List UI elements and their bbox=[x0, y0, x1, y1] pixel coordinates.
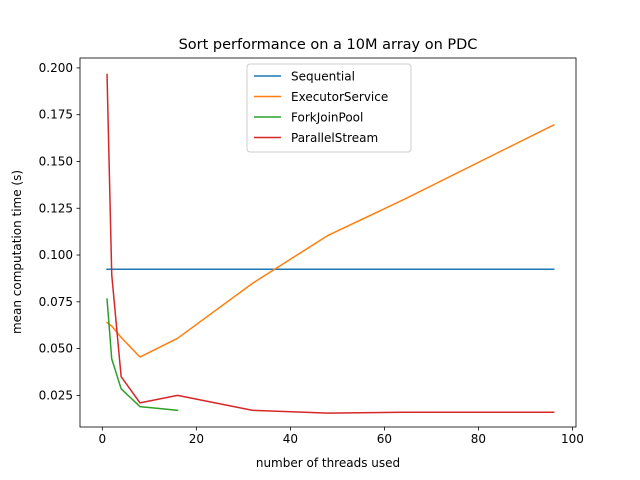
series-line-executorservice bbox=[105, 123, 555, 358]
x-axis-label: number of threads used bbox=[256, 456, 400, 470]
y-axis: 0.025 0.050 0.075 0.100 0.125 0.150 0.175 0.200 bbox=[39, 61, 80, 402]
axes-frame bbox=[79, 57, 577, 428]
legend: Sequential ExecutorService ForkJoinPool Par… bbox=[246, 63, 412, 153]
y-tick-label: 0.175 bbox=[39, 108, 73, 122]
y-tick-label: 0.075 bbox=[39, 295, 73, 309]
y-tick-label: 0.200 bbox=[39, 61, 73, 75]
x-axis: 0 20 40 60 80 100 bbox=[99, 427, 584, 446]
legend-label-executorservice: ExecutorService bbox=[291, 90, 388, 104]
x-tick-label: 0 bbox=[99, 432, 107, 446]
plot-area bbox=[79, 57, 577, 428]
y-tick-label: 0.025 bbox=[39, 388, 73, 402]
legend-label-forkjoinpool: ForkJoinPool bbox=[291, 111, 363, 125]
y-tick-label: 0.150 bbox=[39, 154, 73, 168]
series-line-forkjoinpool bbox=[106, 298, 179, 412]
legend-box bbox=[246, 63, 412, 153]
y-axis-label: mean computation time (s) bbox=[10, 170, 24, 334]
y-tick-label: 0.100 bbox=[39, 248, 73, 262]
chart-title: Sort performance on a 10M array on PDC bbox=[179, 37, 478, 53]
legend-label-parallelstream: ParallelStream bbox=[291, 131, 378, 145]
x-tick-label: 80 bbox=[471, 432, 486, 446]
x-tick-label: 20 bbox=[189, 432, 204, 446]
y-tick-label: 0.050 bbox=[39, 342, 73, 356]
series-line-parallelstream bbox=[106, 73, 555, 414]
x-tick-label: 60 bbox=[377, 432, 392, 446]
x-tick-label: 40 bbox=[283, 432, 298, 446]
x-tick-label: 100 bbox=[561, 432, 584, 446]
legend-label-sequential: Sequential bbox=[291, 70, 355, 84]
y-tick-label: 0.125 bbox=[39, 201, 73, 215]
